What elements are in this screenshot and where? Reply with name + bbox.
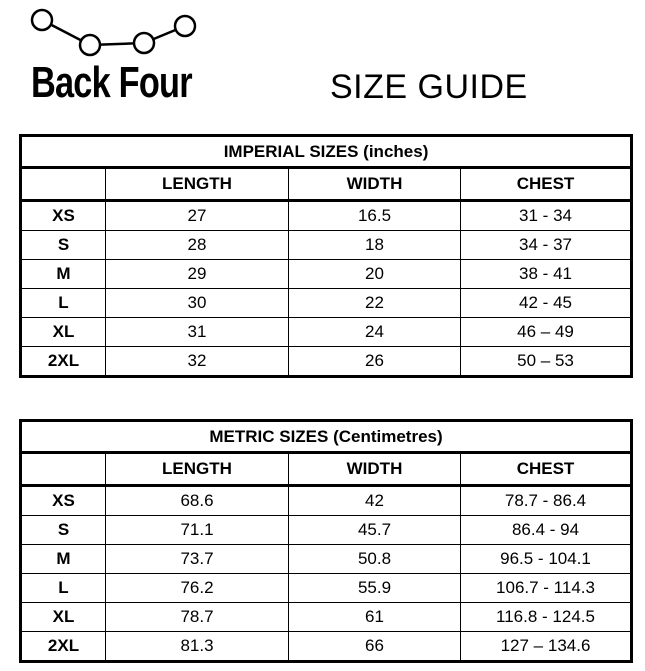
size-label: XL	[20, 317, 106, 347]
table-cell: 30	[105, 288, 289, 318]
table-cell: 32	[105, 346, 289, 377]
size-label: S	[20, 230, 106, 260]
table-cell: 26	[288, 346, 461, 377]
page-title: SIZE GUIDE	[330, 68, 528, 106]
table-cell: 20	[288, 259, 461, 289]
table-cell: 31 - 34	[459, 200, 633, 231]
size-label: L	[20, 573, 106, 603]
size-label: XL	[20, 602, 106, 632]
table-cell: 61	[288, 602, 461, 632]
table-row: XL 78.7 61 116.8 - 124.5	[20, 602, 632, 632]
table-row: L 76.2 55.9 106.7 - 114.3	[20, 573, 632, 603]
column-header: WIDTH	[288, 167, 461, 202]
column-header: LENGTH	[105, 452, 289, 487]
table-row: XS 27 16.5 31 - 34	[20, 200, 633, 231]
table-cell: 38 - 41	[459, 259, 633, 289]
table-cell: 27	[105, 200, 289, 231]
table-cell: 68.6	[105, 485, 289, 516]
table-row: S 71.1 45.7 86.4 - 94	[20, 515, 632, 545]
table-cell: 106.7 - 114.3	[460, 573, 632, 603]
column-header	[20, 452, 106, 487]
column-header: LENGTH	[105, 167, 289, 202]
table-cell: 81.3	[105, 631, 289, 662]
table-row: M 29 20 38 - 41	[20, 259, 633, 289]
table-row: L 30 22 42 - 45	[20, 288, 633, 318]
size-label: M	[20, 259, 106, 289]
size-label: 2XL	[20, 346, 106, 377]
table-row: M 73.7 50.8 96.5 - 104.1	[20, 544, 632, 574]
size-label: XS	[20, 200, 106, 231]
table-cell: 24	[288, 317, 461, 347]
table-caption: IMPERIAL SIZES (inches)	[19, 135, 633, 169]
table-row: XS 68.6 42 78.7 - 86.4	[20, 485, 632, 516]
table-cell: 46 – 49	[459, 317, 633, 347]
table-cell: 16.5	[288, 200, 461, 231]
column-header	[20, 167, 106, 202]
table-cell: 28	[105, 230, 289, 260]
table-cell: 42	[288, 485, 461, 516]
table-cell: 22	[288, 288, 461, 318]
column-header: WIDTH	[288, 452, 461, 487]
table-cell: 29	[105, 259, 289, 289]
size-label: S	[20, 515, 106, 545]
table-cell: 55.9	[288, 573, 461, 603]
table-row: 2XL 32 26 50 – 53	[20, 346, 633, 377]
table-cell: 31	[105, 317, 289, 347]
table-cell: 42 - 45	[459, 288, 633, 318]
size-label: L	[20, 288, 106, 318]
table-row: XL 31 24 46 – 49	[20, 317, 633, 347]
table-row: S 28 18 34 - 37	[20, 230, 633, 260]
table-cell: 127 – 134.6	[460, 631, 632, 662]
brand-name: Back Four	[31, 58, 193, 107]
size-label: 2XL	[20, 631, 106, 662]
table-cell: 71.1	[105, 515, 289, 545]
metric-size-table: METRIC SIZES (Centimetres) LENGTH WIDTH CHE…	[19, 419, 633, 663]
table-cell: 18	[288, 230, 461, 260]
table-caption: METRIC SIZES (Centimetres)	[20, 420, 632, 454]
table-cell: 96.5 - 104.1	[460, 544, 632, 574]
table-cell: 73.7	[105, 544, 289, 574]
table-cell: 78.7	[105, 602, 289, 632]
table-cell: 86.4 - 94	[460, 515, 632, 545]
size-label: XS	[20, 485, 106, 516]
table-cell: 78.7 - 86.4	[460, 485, 632, 516]
column-header: CHEST	[460, 452, 632, 487]
imperial-size-table: IMPERIAL SIZES (inches) LENGTH WIDTH CHEST X…	[19, 134, 634, 378]
four-linked-circles-icon	[30, 8, 197, 57]
table-cell: 50.8	[288, 544, 461, 574]
table-cell: 45.7	[288, 515, 461, 545]
table-cell: 76.2	[105, 573, 289, 603]
table-cell: 116.8 - 124.5	[460, 602, 632, 632]
column-header: CHEST	[459, 167, 633, 202]
table-cell: 34 - 37	[459, 230, 633, 260]
table-cell: 50 – 53	[459, 346, 633, 377]
size-label: M	[20, 544, 106, 574]
table-cell: 66	[288, 631, 461, 662]
table-row: 2XL 81.3 66 127 – 134.6	[20, 631, 632, 662]
